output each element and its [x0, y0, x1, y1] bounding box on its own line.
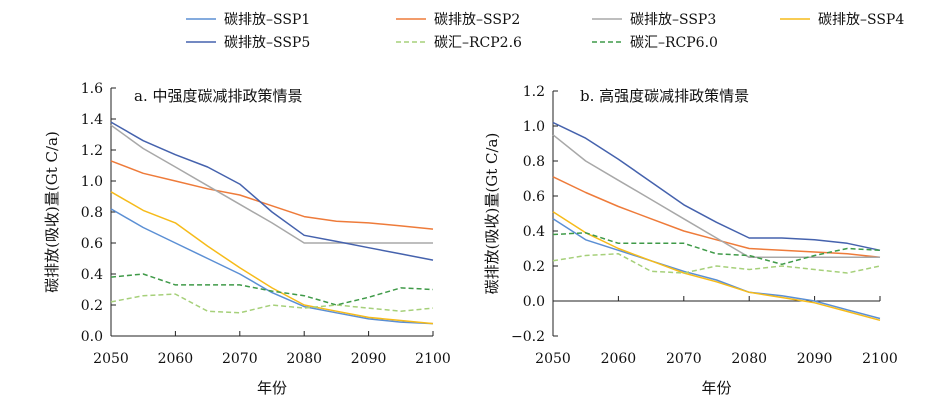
x-tick-label: 2060: [601, 351, 637, 367]
series-group: [552, 121, 881, 322]
legend-item: 碳汇–RCP2.6: [396, 35, 522, 51]
y-tick-label: 0.8: [81, 205, 103, 221]
legend-item: 碳排放–SSP2: [396, 12, 520, 28]
legend-item: 碳排放–SSP3: [592, 12, 716, 28]
y-tick-label: 1.0: [523, 119, 545, 135]
legend-label: 碳汇–RCP6.0: [630, 35, 718, 51]
series-line: [552, 253, 881, 274]
x-tick-label: 2100: [862, 351, 898, 367]
series-line: [552, 218, 881, 320]
x-tick-label: 2070: [666, 351, 702, 367]
x-tick-label: 2050: [93, 351, 129, 367]
y-axis-title: 碳排放(吸收)量(Gt C/a): [43, 131, 61, 293]
series-line: [552, 211, 881, 322]
y-tick-label: 0.4: [523, 224, 545, 240]
x-axis-title: 年份: [257, 379, 287, 397]
panel-title: b. 高强度碳减排政策情景: [580, 87, 749, 105]
series-line: [552, 121, 881, 252]
series-line: [110, 293, 434, 314]
x-tick-label: 2090: [351, 351, 387, 367]
series-line: [552, 176, 881, 259]
y-tick-label: 1.2: [523, 84, 545, 100]
series-line: [110, 273, 434, 306]
x-tick-label: 2060: [158, 351, 194, 367]
legend-item: 碳排放–SSP4: [780, 12, 904, 28]
x-tick-label: 2090: [797, 351, 833, 367]
panel-a: 0.0 0.2 0.4 0.6 0.8 1.0 1.2 1.4 1.6 2050 2060 2070 2…: [43, 81, 451, 397]
ticks: 0.0 0.2 0.4 0.6 0.8 1.0 1.2 1.4 1.6 2050 2060 2070 2…: [81, 81, 451, 367]
legend-label: 碳排放–SSP4: [818, 12, 904, 28]
series-line: [110, 124, 433, 244]
y-tick-label: 0.4: [81, 267, 103, 283]
panel-b: −0.2 0.0 0.2 0.4 0.6 0.8 1.0 1.2 2050 2060 2070 208…: [483, 84, 898, 397]
y-tick-label: 0.2: [523, 259, 545, 275]
y-tick-label: 0.6: [81, 236, 103, 252]
x-tick-label: 2070: [222, 351, 258, 367]
y-axis-title: 碳排放(吸收)量(Gt C/a): [483, 133, 501, 295]
y-tick-label: 0.0: [523, 294, 545, 310]
y-tick-label: −0.2: [511, 329, 545, 345]
legend-label: 碳排放–SSP1: [224, 12, 310, 28]
series-line: [110, 160, 434, 230]
ticks: −0.2 0.0 0.2 0.4 0.6 0.8 1.0 1.2 2050 2060 2070 208…: [511, 84, 898, 367]
legend-label: 碳排放–SSP5: [224, 35, 310, 51]
legend-label: 碳汇–RCP2.6: [434, 35, 522, 51]
y-tick-label: 0.8: [523, 154, 545, 170]
y-tick-label: 0.2: [81, 298, 103, 314]
series-group: [110, 121, 434, 325]
series-line: [110, 121, 434, 261]
legend: 碳排放–SSP1 碳排放–SSP2 碳排放–SSP3 碳排放–SSP4 碳排放–SSP5…: [186, 12, 904, 51]
panel-title: a. 中强度碳减排政策情景: [134, 87, 302, 105]
series-line: [552, 134, 880, 259]
legend-item: 碳排放–SSP5: [186, 35, 310, 51]
x-tick-label: 2080: [731, 351, 767, 367]
y-tick-label: 0.6: [523, 189, 545, 205]
legend-label: 碳排放–SSP3: [630, 12, 716, 28]
legend-label: 碳排放–SSP2: [434, 12, 520, 28]
y-tick-label: 1.6: [81, 81, 103, 97]
legend-item: 碳汇–RCP6.0: [592, 35, 718, 51]
x-tick-label: 2100: [415, 351, 451, 367]
x-axis-title: 年份: [701, 379, 731, 397]
y-tick-label: 1.2: [81, 143, 103, 159]
series-line: [110, 208, 434, 325]
y-tick-label: 0.0: [81, 329, 103, 345]
y-tick-label: 1.0: [81, 174, 103, 190]
y-tick-label: 1.4: [81, 112, 103, 128]
legend-item: 碳排放–SSP1: [186, 12, 310, 28]
x-tick-label: 2080: [286, 351, 322, 367]
series-line: [110, 191, 434, 325]
x-tick-label: 2050: [535, 351, 571, 367]
